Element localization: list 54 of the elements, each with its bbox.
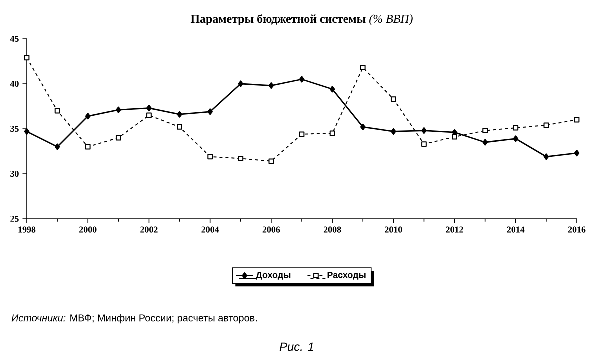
y-tick-label: 40 bbox=[10, 80, 19, 88]
point bbox=[85, 113, 91, 120]
point bbox=[208, 108, 213, 116]
point bbox=[177, 124, 182, 130]
point bbox=[391, 128, 396, 135]
y-tick-label: 35 bbox=[10, 126, 19, 132]
x-tick-label: 2012 bbox=[446, 226, 464, 233]
point bbox=[24, 55, 30, 61]
point bbox=[330, 86, 336, 93]
x-tick-label: 2002 bbox=[140, 226, 158, 233]
point bbox=[544, 154, 550, 160]
point bbox=[513, 125, 519, 131]
point bbox=[116, 135, 122, 141]
point bbox=[390, 96, 396, 102]
point bbox=[513, 136, 519, 142]
point bbox=[24, 128, 30, 135]
y-tick-label: 30 bbox=[10, 170, 19, 178]
point bbox=[208, 154, 214, 160]
point bbox=[360, 65, 366, 70]
y-tick-label: 45 bbox=[10, 36, 19, 42]
x-tick-label: 2016 bbox=[568, 226, 586, 233]
point bbox=[268, 82, 274, 90]
text: Источники: МВФ; Минфин России; расчеты авторов. bbox=[12, 314, 257, 324]
legend-label: Доходы bbox=[256, 272, 291, 280]
point bbox=[116, 106, 122, 114]
point bbox=[452, 134, 458, 140]
x-tick-label: 2000 bbox=[80, 226, 97, 233]
point bbox=[238, 156, 244, 162]
point bbox=[85, 144, 91, 150]
x-tick-label: 2010 bbox=[385, 226, 402, 233]
legend-label: Расходы bbox=[328, 272, 366, 280]
text: Рис. 1 bbox=[280, 342, 314, 352]
x-tick-label: 2006 bbox=[262, 226, 280, 233]
point bbox=[422, 142, 427, 147]
point bbox=[482, 139, 488, 146]
point bbox=[146, 105, 152, 112]
point bbox=[177, 111, 182, 118]
point bbox=[544, 122, 550, 128]
point bbox=[268, 158, 274, 164]
point bbox=[299, 76, 305, 83]
point bbox=[574, 150, 580, 157]
point bbox=[54, 144, 60, 150]
x-tick-label: 2014 bbox=[507, 226, 525, 233]
chart-title: Параметры бюджетной системы (% ВВП) bbox=[190, 14, 413, 26]
x-tick-label: 2004 bbox=[202, 226, 220, 233]
point bbox=[360, 124, 366, 130]
point bbox=[146, 112, 152, 118]
point bbox=[238, 80, 244, 88]
point bbox=[482, 128, 488, 134]
point bbox=[299, 132, 305, 138]
x-tick-label: 2008 bbox=[324, 226, 342, 233]
x-tick-label: 1998 bbox=[18, 226, 36, 233]
y-tick-label: 25 bbox=[10, 216, 19, 222]
point bbox=[422, 128, 427, 134]
